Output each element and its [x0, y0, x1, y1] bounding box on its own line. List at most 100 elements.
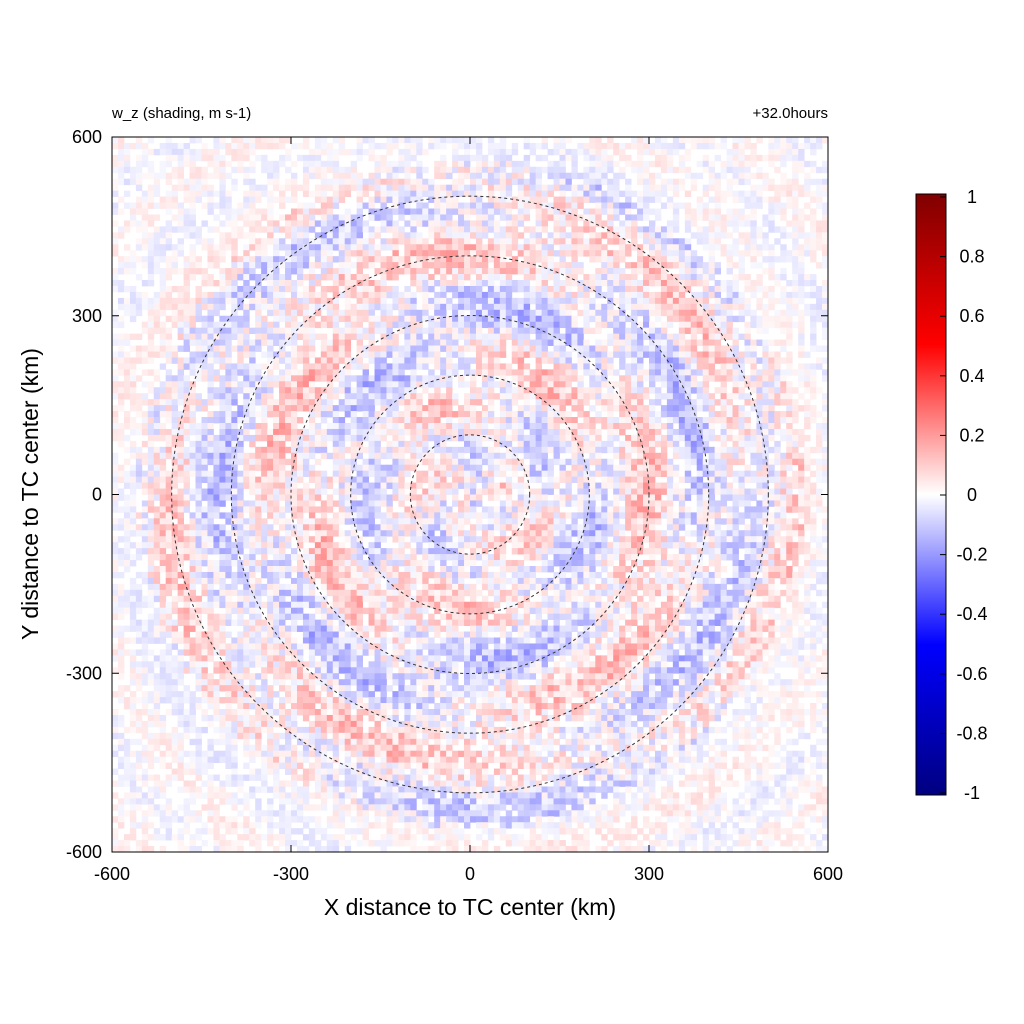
heatmap-cell: [768, 315, 775, 323]
heatmap-cell: [708, 315, 716, 323]
heatmap-cell: [362, 256, 369, 263]
heatmap-cell: [672, 208, 680, 215]
heatmap-cell: [189, 351, 196, 358]
heatmap-cell: [153, 428, 161, 436]
heatmap-cell: [774, 387, 781, 394]
heatmap-cell: [499, 268, 507, 275]
heatmap-cell: [225, 333, 232, 340]
heatmap-cell: [768, 434, 775, 442]
heatmap-cell: [565, 399, 572, 406]
heatmap-cell: [571, 423, 578, 430]
heatmap-cell: [529, 178, 537, 186]
heatmap-cell: [535, 238, 542, 245]
heatmap-cell: [249, 160, 256, 168]
heatmap-cell: [690, 291, 698, 299]
heatmap-cell: [583, 369, 590, 376]
heatmap-cell: [189, 315, 196, 323]
heatmap-cell: [678, 291, 686, 299]
heatmap-cell: [404, 154, 411, 162]
heatmap-cell: [708, 137, 716, 144]
heatmap-cell: [672, 250, 680, 257]
heatmap-cell: [332, 303, 340, 311]
heatmap-cell: [726, 178, 733, 186]
heatmap-cell: [117, 315, 125, 323]
heatmap-cell: [798, 166, 805, 174]
heatmap-cell: [678, 405, 686, 412]
heatmap-cell: [619, 202, 626, 209]
heatmap-cell: [607, 250, 614, 257]
heatmap-cell: [601, 244, 608, 251]
heatmap-cell: [261, 262, 268, 269]
heatmap-cell: [613, 268, 620, 275]
heatmap-cell: [183, 381, 190, 388]
heatmap-cell: [219, 172, 226, 180]
heatmap-cell: [410, 357, 417, 364]
heatmap-cell: [428, 196, 435, 203]
heatmap-cell: [446, 184, 453, 192]
heatmap-cell: [470, 423, 477, 430]
heatmap-cell: [386, 285, 393, 293]
heatmap-cell: [511, 238, 519, 245]
heatmap-cell: [213, 142, 220, 150]
heatmap-cell: [649, 291, 656, 299]
heatmap-cell: [666, 280, 674, 287]
heatmap-cell: [452, 244, 459, 251]
heatmap-cell: [386, 148, 393, 156]
heatmap-cell: [165, 172, 173, 180]
heatmap-cell: [207, 434, 214, 442]
heatmap-cell: [320, 208, 328, 215]
heatmap-cell: [702, 357, 710, 364]
heatmap-cell: [475, 315, 483, 323]
heatmap-cell: [529, 226, 537, 233]
heatmap-cell: [165, 178, 173, 186]
heatmap-cell: [762, 405, 769, 412]
heatmap-cell: [499, 440, 507, 448]
heatmap-cell: [810, 250, 817, 257]
heatmap-cell: [708, 303, 716, 311]
heatmap-cell: [654, 214, 662, 221]
heatmap-cell: [511, 232, 519, 239]
heatmap-cell: [291, 339, 298, 346]
heatmap-cell: [350, 387, 358, 394]
heatmap-cell: [505, 196, 513, 203]
heatmap-cell: [666, 339, 674, 346]
heatmap-cell: [577, 184, 584, 192]
heatmap-cell: [273, 268, 280, 275]
heatmap-cell: [159, 142, 167, 150]
heatmap-cell: [702, 351, 710, 358]
heatmap-cell: [732, 250, 739, 257]
heatmap-cell: [643, 303, 650, 311]
heatmap-cell: [410, 184, 417, 192]
heatmap-cell: [810, 321, 817, 329]
heatmap-cell: [452, 411, 459, 418]
heatmap-cell: [416, 262, 423, 269]
heatmap-cell: [678, 184, 686, 192]
heatmap-cell: [117, 387, 125, 394]
heatmap-cell: [338, 399, 346, 406]
heatmap-cell: [219, 411, 226, 418]
heatmap-cell: [225, 196, 232, 203]
heatmap-cell: [660, 357, 668, 364]
heatmap-cell: [714, 154, 721, 162]
heatmap-cell: [273, 142, 280, 150]
heatmap-cell: [481, 291, 489, 299]
heatmap-cell: [422, 309, 429, 317]
heatmap-cell: [344, 274, 352, 281]
heatmap-cell: [213, 375, 220, 382]
heatmap-cell: [291, 238, 298, 245]
heatmap-cell: [398, 297, 405, 305]
heatmap-cell: [404, 256, 411, 263]
heatmap-cell: [249, 238, 256, 245]
heatmap-cell: [296, 142, 304, 150]
heatmap-cell: [487, 309, 495, 317]
heatmap-cell: [350, 333, 358, 340]
heatmap-cell: [422, 190, 429, 197]
heatmap-cell: [810, 369, 817, 376]
heatmap-cell: [798, 440, 805, 448]
heatmap-cell: [338, 220, 346, 227]
heatmap-cell: [798, 315, 805, 323]
heatmap-cell: [804, 303, 811, 311]
heatmap-cell: [535, 226, 542, 233]
heatmap-cell: [458, 428, 465, 436]
heatmap-cell: [434, 393, 441, 400]
